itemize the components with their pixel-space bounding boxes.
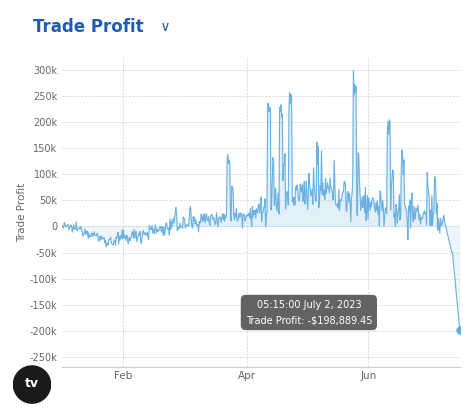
Y-axis label: Trade Profit: Trade Profit bbox=[17, 182, 27, 242]
Text: Trade Profit: Trade Profit bbox=[33, 18, 144, 36]
Text: ∨: ∨ bbox=[156, 20, 171, 33]
Text: tv: tv bbox=[25, 377, 39, 390]
Circle shape bbox=[13, 366, 51, 403]
Text: 05:15:00 July 2, 2023
Trade Profit: -$198,889.45: 05:15:00 July 2, 2023 Trade Profit: -$19… bbox=[246, 300, 372, 325]
